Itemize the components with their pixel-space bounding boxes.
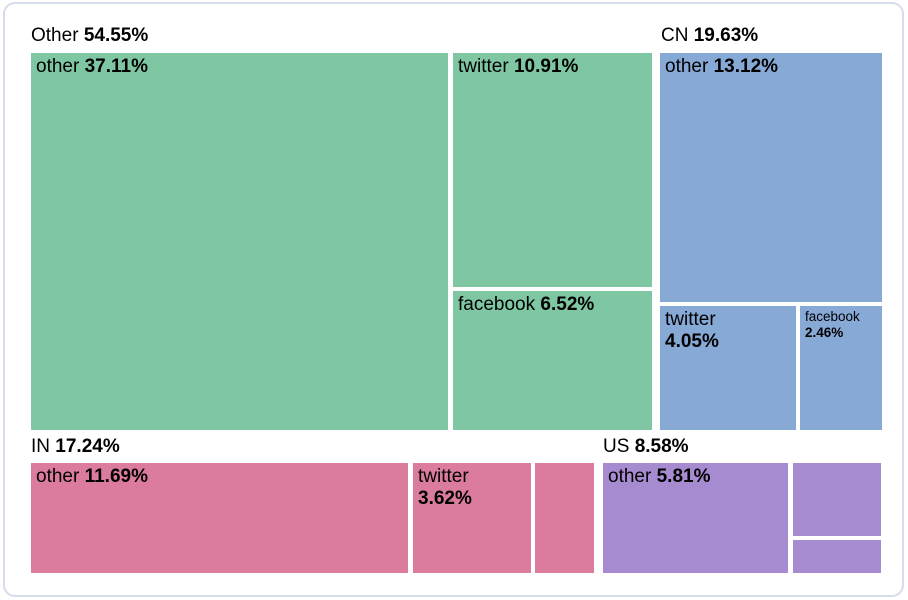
group-name: IN [31, 436, 50, 457]
cell-name: other [665, 56, 709, 77]
group-value: 8.58% [634, 436, 689, 457]
treemap-cell-in-unlabeled[interactable] [535, 463, 594, 573]
treemap-cell-us-other[interactable]: other 5.81% [603, 463, 788, 573]
treemap-cell-in-twitter[interactable]: twitter 3.62% [413, 463, 531, 573]
group-value: 17.24% [55, 436, 120, 457]
cell-name: other [36, 466, 80, 487]
cell-name: facebook [458, 294, 536, 315]
cell-name: other [36, 56, 80, 77]
cell-name: twitter [665, 309, 716, 330]
group-label-cn: CN 19.63% [661, 25, 758, 47]
group-label-in: IN 17.24% [31, 436, 120, 458]
treemap-cell-cn-facebook[interactable]: facebook 2.46% [800, 306, 882, 430]
group-label-other: Other 54.55% [31, 25, 148, 47]
cell-value: 10.91% [513, 56, 579, 77]
treemap-cell-other-facebook[interactable]: facebook 6.52% [453, 291, 652, 430]
treemap-cell-other-other[interactable]: other 37.11% [31, 53, 448, 430]
cell-name: facebook [805, 309, 860, 324]
group-name: US [603, 436, 630, 457]
cell-value: 37.11% [84, 56, 148, 77]
group-label-us: US 8.58% [603, 436, 689, 458]
cell-value: 11.69% [84, 466, 148, 487]
group-value: 19.63% [693, 25, 759, 46]
treemap-cell-us-unlabeled[interactable] [793, 463, 881, 536]
cell-value: 5.81% [656, 466, 711, 487]
group-name: CN [661, 25, 689, 46]
cell-name: twitter [418, 466, 469, 487]
cell-name: other [608, 466, 652, 487]
treemap-cell-us-unlabeled[interactable] [793, 540, 881, 573]
group-value: 54.55% [83, 25, 149, 46]
cell-name: twitter [458, 56, 509, 77]
cell-value: 13.12% [713, 56, 779, 77]
group-name: Other [31, 25, 79, 46]
cell-value: 2.46% [805, 324, 844, 340]
cell-value: 3.62% [418, 488, 472, 510]
treemap-cell-cn-other[interactable]: other 13.12% [660, 53, 882, 302]
treemap-cell-in-other[interactable]: other 11.69% [31, 463, 408, 573]
treemap-cell-other-twitter[interactable]: twitter 10.91% [453, 53, 652, 287]
cell-value: 4.05% [665, 331, 719, 353]
cell-value: 6.52% [540, 294, 595, 315]
treemap-cell-cn-twitter[interactable]: twitter 4.05% [660, 306, 796, 430]
